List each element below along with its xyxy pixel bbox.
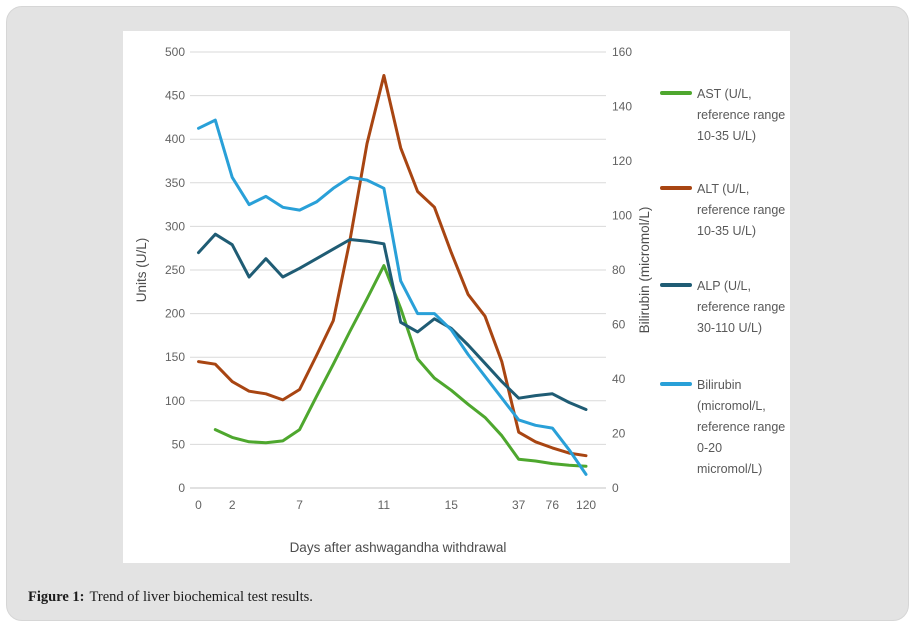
left-axis-title: Units (U/L) [134, 238, 149, 303]
legend-item-bilirubin: Bilirubin (micromol/L, reference range 0… [660, 375, 790, 480]
legend-item-ast: AST (U/L, reference range 10-35 U/L) [660, 84, 790, 147]
ast-line-swatch [660, 91, 692, 95]
left-axis-tick-label: 150 [165, 350, 185, 364]
left-axis-tick-label: 450 [165, 89, 185, 103]
left-axis-tick-label: 100 [165, 394, 185, 408]
bilirubin-line-swatch [660, 382, 692, 386]
alp-line-swatch [660, 283, 692, 287]
right-axis-tick-label: 20 [612, 427, 626, 441]
x-axis-tick-label: 11 [378, 498, 391, 512]
right-axis-tick-label: 80 [612, 263, 626, 277]
x-axis-tick-label: 15 [445, 498, 459, 512]
legend-item-alt: ALT (U/L, reference range 10-35 U/L) [660, 179, 790, 242]
left-axis-tick-label: 400 [165, 132, 185, 146]
right-axis-tick-label: 140 [612, 100, 632, 114]
alt-line-swatch [660, 186, 692, 190]
x-axis-tick-label: 0 [195, 498, 202, 512]
series-line-bilirubin [197, 118, 588, 476]
right-axis-tick-label: 120 [612, 154, 632, 168]
right-axis-tick-label: 60 [612, 318, 626, 332]
x-axis-tick-label: 7 [296, 498, 303, 512]
right-axis-tick-label: 40 [612, 372, 626, 386]
left-axis-tick-label: 300 [165, 219, 185, 233]
figure-caption-text: Trend of liver biochemical test results. [89, 589, 313, 605]
left-axis-tick-label: 350 [165, 176, 185, 190]
left-axis-tick-label: 250 [165, 263, 185, 277]
left-axis-tick-label: 50 [172, 437, 186, 451]
series-line-alt [197, 74, 588, 458]
series-line-ast [213, 264, 588, 468]
left-axis-tick-label: 500 [165, 45, 185, 59]
right-axis-title: Bilirubin (micromol/L) [637, 207, 652, 334]
chart-card [123, 31, 790, 563]
right-axis-tick-label: 0 [612, 481, 619, 495]
legend-label-bilirubin: Bilirubin (micromol/L, reference range 0… [697, 378, 786, 476]
right-axis-tick-label: 160 [612, 45, 632, 59]
legend-label-alt: ALT (U/L, reference range 10-35 U/L) [697, 182, 786, 238]
x-axis-tick-label: 2 [229, 498, 236, 512]
legend-label-ast: AST (U/L, reference range 10-35 U/L) [697, 87, 786, 143]
figure-caption: Figure 1: Trend of liver biochemical test… [28, 589, 548, 606]
x-axis-tick-label: 76 [546, 498, 560, 512]
legend-item-alp: ALP (U/L, reference range 30-110 U/L) [660, 276, 790, 339]
left-axis-tick-label: 200 [165, 307, 185, 321]
x-axis-title: Days after ashwagandha withdrawal [290, 540, 507, 555]
x-axis-tick-label: 37 [512, 498, 526, 512]
left-axis-tick-label: 0 [178, 481, 185, 495]
right-axis-tick-label: 100 [612, 209, 632, 223]
series-line-alp [197, 232, 588, 411]
legend-label-alp: ALP (U/L, reference range 30-110 U/L) [697, 279, 786, 335]
x-axis-tick-label: 120 [576, 498, 596, 512]
figure-caption-label: Figure 1: [28, 589, 85, 605]
